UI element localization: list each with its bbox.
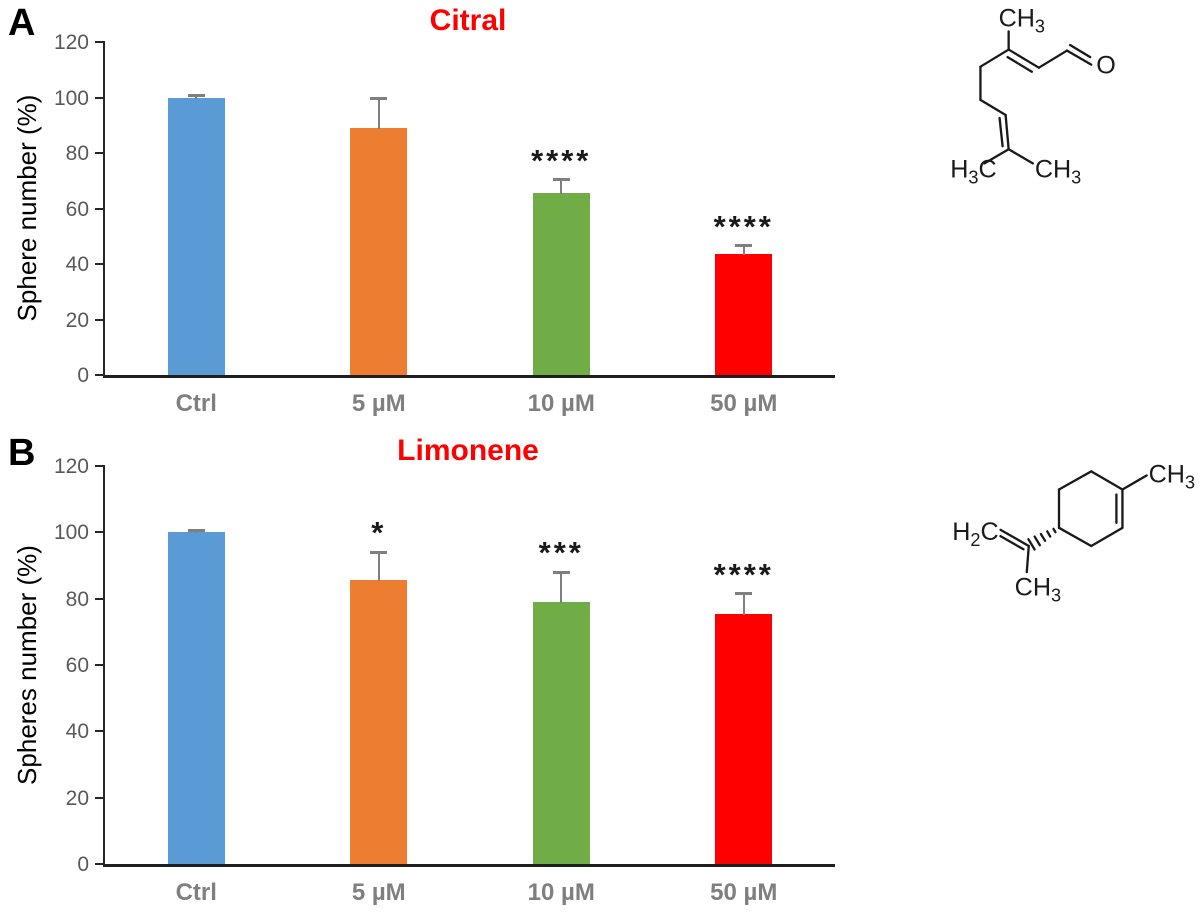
error-bar-cap-ctrl	[187, 94, 205, 98]
bar-5-µm	[350, 580, 408, 864]
y-tick-mark-120	[95, 465, 105, 467]
error-bar-cap-5-µm	[370, 97, 388, 101]
citral-bonds	[979, 30, 1093, 165]
panel-a-letter: A	[8, 2, 36, 44]
citral-oxygen-label: O	[1096, 52, 1116, 80]
panel-b: B Limonene Spheres number (%) 0 20 40 60 80 1…	[0, 430, 1200, 915]
y-tick-mark-100	[95, 96, 105, 99]
y-tick-mark-60	[95, 664, 105, 666]
y-tick-label-40: 40	[65, 253, 89, 276]
y-tick-mark-0	[95, 863, 105, 865]
y-tick-label-60: 60	[65, 654, 89, 677]
chart-a-y-axis-title: Sphere number (%)	[12, 94, 42, 322]
error-bar-cap-50-µm	[735, 244, 753, 248]
y-tick-mark-40	[95, 730, 105, 733]
limonene-bonds	[999, 470, 1148, 574]
citral-methyl-right-label: CH3	[1035, 155, 1081, 187]
category-label-10-µm: 10 µM	[527, 390, 595, 417]
limonene-ring-methyl-label: CH3	[1149, 461, 1195, 493]
error-bar-10-µm	[560, 179, 563, 195]
chart-b-y-axis-title: Spheres number (%)	[12, 545, 42, 785]
category-label-50-µm: 50 µM	[710, 390, 778, 417]
bar-50-µm	[715, 254, 773, 375]
category-label-5-µm: 5 µM	[351, 879, 406, 906]
y-tick-mark-100	[95, 531, 105, 534]
significance-50-µm: ****	[713, 209, 774, 245]
y-tick-label-100: 100	[53, 521, 89, 545]
error-bar-50-µm	[742, 245, 745, 256]
error-bar-50-µm	[742, 593, 745, 615]
chart-a-title: Citral	[429, 4, 507, 37]
bar-ctrl	[167, 532, 225, 864]
limonene-iso-methyl-label: CH3	[1015, 573, 1061, 605]
chart-a-plot-area: 0 20 40 60 80 100 120 Ctrl 5 µM **** 10 µM **** 50 µ…	[54, 31, 835, 416]
y-tick-label-120: 120	[53, 455, 89, 478]
citral-methyl-left-label: H3C	[950, 155, 996, 187]
error-bar-cap-10-µm	[552, 177, 570, 181]
y-tick-label-80: 80	[65, 587, 89, 611]
panel-b-letter: B	[8, 432, 36, 474]
bar-5-µm	[350, 128, 408, 375]
citral-structure: CH3 O H3C CH3	[950, 4, 1116, 187]
y-tick-mark-120	[95, 41, 105, 43]
bar-ctrl	[167, 97, 225, 375]
error-bar-5-µm	[377, 98, 380, 130]
y-tick-label-40: 40	[65, 720, 89, 744]
y-tick-label-120: 120	[53, 31, 89, 54]
y-tick-mark-80	[95, 152, 105, 154]
y-tick-label-0: 0	[77, 364, 89, 387]
category-label-5-µm: 5 µM	[351, 390, 406, 417]
citral-methyl-top-label: CH3	[999, 4, 1045, 36]
error-bar-5-µm	[377, 552, 380, 582]
y-tick-mark-80	[95, 597, 105, 600]
significance-10-µm: ****	[531, 142, 592, 178]
y-tick-label-80: 80	[65, 142, 89, 165]
y-tick-label-0: 0	[77, 853, 89, 876]
limonene-methylene-label: H2C	[952, 518, 998, 550]
category-label-10-µm: 10 µM	[527, 879, 595, 906]
error-bar-cap-ctrl	[187, 529, 205, 533]
category-label-50-µm: 50 µM	[710, 879, 778, 906]
y-tick-mark-0	[95, 374, 105, 376]
bar-50-µm	[715, 613, 773, 864]
y-tick-mark-20	[95, 796, 105, 799]
chart-b-plot-area: 0 20 40 60 80 100 120 Ctrl * 5 µM *** 10 µM **** 50 µ…	[54, 455, 835, 905]
category-label-ctrl: Ctrl	[175, 390, 217, 417]
bar-10-µm	[532, 601, 590, 864]
error-bar-cap-5-µm	[370, 550, 388, 554]
significance-50-µm: ****	[713, 556, 774, 592]
y-tick-mark-60	[95, 207, 105, 210]
bar-10-µm	[532, 193, 590, 375]
chart-b-title: Limonene	[397, 434, 539, 467]
error-bar-cap-10-µm	[552, 570, 570, 574]
limonene-structure: CH3 H2C CH3	[952, 461, 1195, 606]
y-tick-label-100: 100	[53, 86, 89, 110]
error-bar-cap-50-µm	[735, 592, 753, 596]
error-bar-10-µm	[560, 572, 563, 603]
y-tick-mark-40	[95, 263, 105, 265]
significance-5-µm: *	[371, 515, 387, 551]
significance-10-µm: ***	[538, 535, 584, 571]
panel-a: A Citral Sphere number (%) 0 20 40 60 80 100 1…	[0, 0, 1200, 430]
y-tick-label-60: 60	[65, 197, 89, 221]
y-tick-mark-20	[95, 318, 105, 321]
category-label-ctrl: Ctrl	[175, 879, 217, 906]
y-tick-label-20: 20	[65, 786, 89, 810]
y-tick-label-20: 20	[65, 308, 89, 332]
